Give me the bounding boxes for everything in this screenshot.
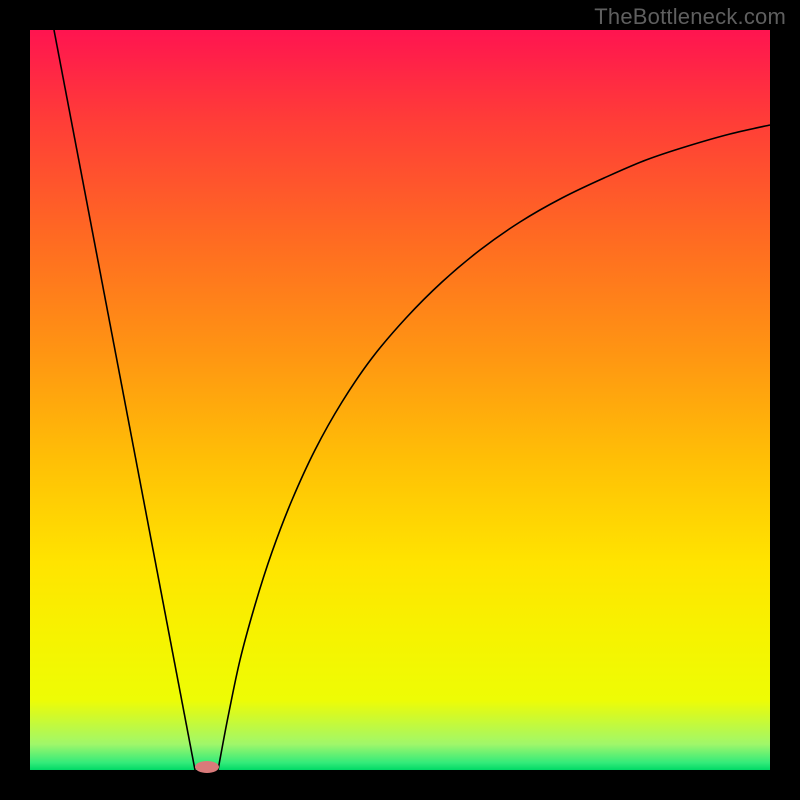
optimal-marker [195,761,219,773]
bottleneck-chart [0,0,800,800]
watermark-text: TheBottleneck.com [594,4,786,30]
plot-area [30,30,770,770]
